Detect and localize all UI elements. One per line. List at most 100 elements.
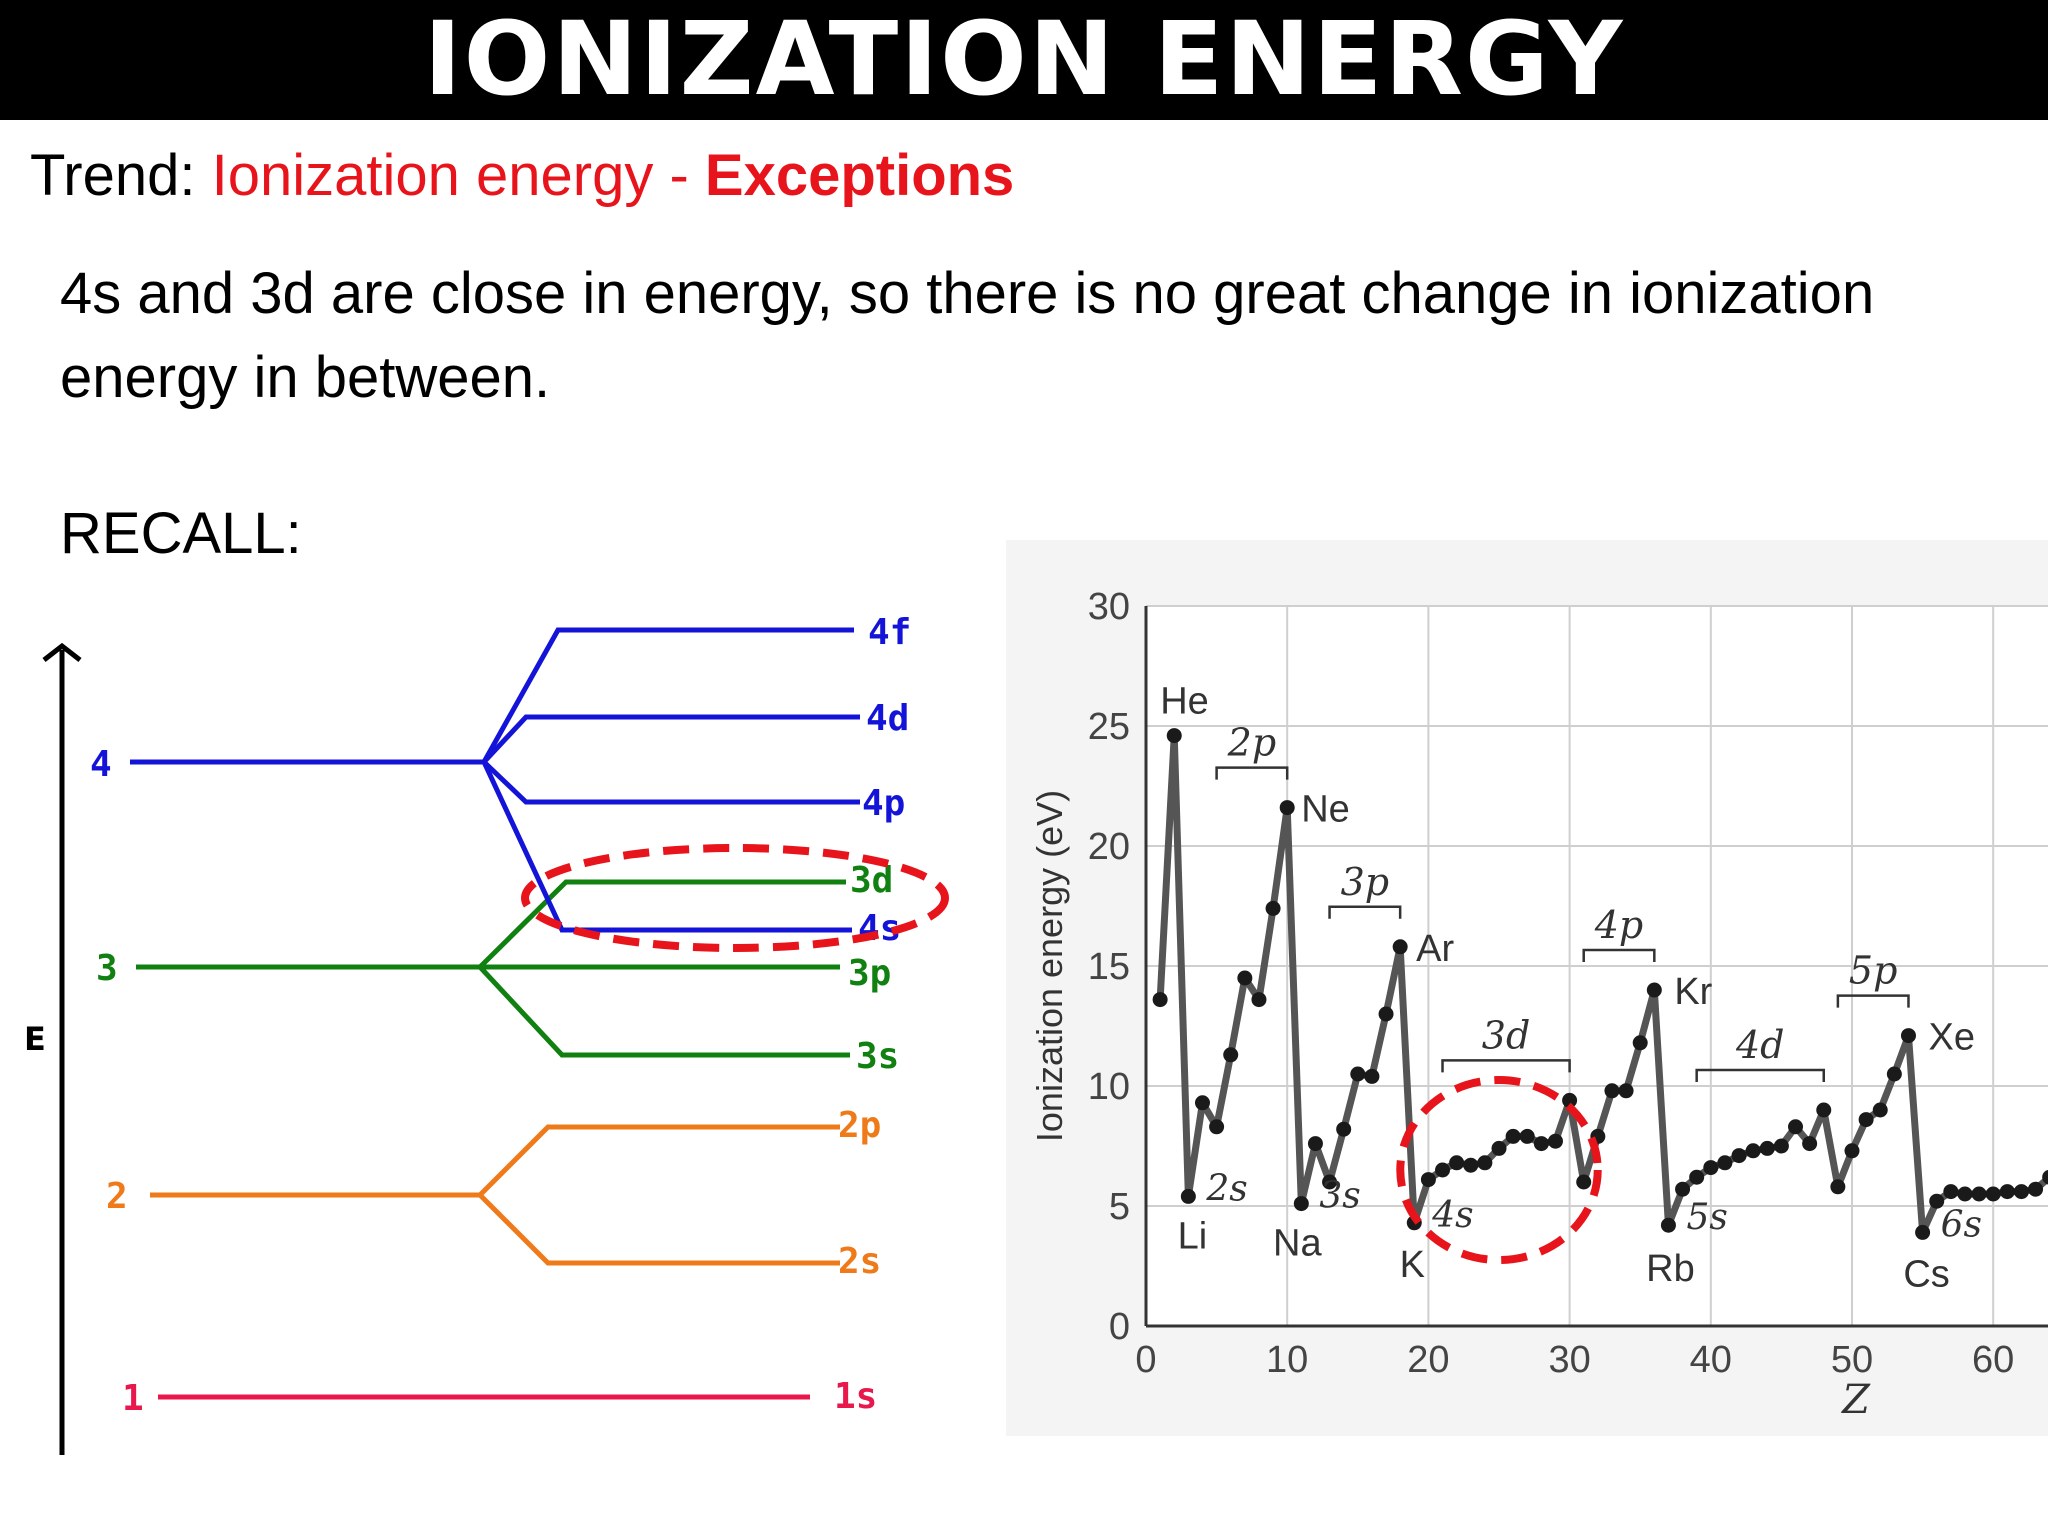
- element-label-li: Li: [1178, 1215, 1208, 1257]
- orbital-2p-label: 2p: [838, 1105, 881, 1146]
- subshell-label-4s: 4s: [1431, 1195, 1473, 1236]
- y-tick-label-0: 0: [1109, 1306, 1130, 1348]
- y-tick-label-20: 20: [1088, 826, 1130, 868]
- data-point-z42: [1731, 1148, 1747, 1164]
- data-point-z11: [1293, 1196, 1309, 1212]
- data-point-z10: [1279, 800, 1295, 816]
- y-tick-label-5: 5: [1109, 1186, 1130, 1228]
- bracket-4p: [1582, 948, 1656, 962]
- data-point-z21: [1435, 1162, 1451, 1178]
- data-point-z14: [1336, 1121, 1352, 1137]
- shell-1-label: 1: [122, 1378, 144, 1419]
- data-point-z5: [1209, 1119, 1225, 1135]
- page-title: IONIZATION ENERGY: [423, 0, 1625, 119]
- data-point-z16: [1364, 1068, 1380, 1084]
- shell-2-label: 2: [106, 1176, 128, 1217]
- data-point-z61: [1999, 1184, 2015, 1200]
- data-point-z31: [1576, 1174, 1592, 1190]
- energy-axis-label: E: [24, 1020, 46, 1058]
- shell-4-label: 4: [90, 744, 112, 785]
- data-point-z62: [2013, 1184, 2029, 1200]
- data-point-z29: [1547, 1133, 1563, 1149]
- chart-highlight: [1396, 1076, 1602, 1264]
- x-tick-label-60: 60: [1972, 1339, 2014, 1381]
- data-point-z41: [1717, 1155, 1733, 1171]
- data-point-z47: [1802, 1136, 1818, 1152]
- subshell-label-3p: 3p: [1341, 860, 1390, 904]
- data-point-z56: [1929, 1193, 1945, 1209]
- highlight-4s-3d: [521, 844, 949, 952]
- element-label-na: Na: [1273, 1223, 1322, 1265]
- data-point-z59: [1971, 1186, 1987, 1202]
- data-point-z26: [1505, 1128, 1521, 1144]
- data-point-z8: [1251, 992, 1267, 1008]
- data-point-z44: [1759, 1140, 1775, 1156]
- y-axis-label: Ionization energy (eV): [1029, 790, 1070, 1142]
- trend-line: Trend: Ionization energy - Exceptions: [30, 142, 1014, 209]
- subshell-label-2p: 2p: [1227, 721, 1277, 765]
- data-point-z36: [1646, 982, 1662, 998]
- chart-axes: [1144, 606, 2048, 1328]
- data-point-z4: [1194, 1095, 1210, 1111]
- y-tick-label-30: 30: [1088, 586, 1130, 628]
- data-point-z18: [1392, 939, 1408, 955]
- data-point-z60: [1985, 1186, 2001, 1202]
- data-point-z45: [1773, 1138, 1789, 1154]
- shell-4: [130, 627, 860, 933]
- data-point-z53: [1886, 1066, 1902, 1082]
- element-label-rb: Rb: [1646, 1248, 1695, 1290]
- y-tick-label-15: 15: [1088, 946, 1130, 988]
- shell-3-label: 3: [96, 948, 118, 989]
- data-point-z13: [1322, 1174, 1338, 1190]
- element-label-ar: Ar: [1416, 928, 1454, 970]
- data-point-z3: [1180, 1188, 1196, 1204]
- subshell-label-6s: 6s: [1941, 1204, 1982, 1245]
- data-point-z25: [1491, 1140, 1507, 1156]
- highlight-3d-region: [1396, 1076, 1602, 1264]
- orbital-4p-label: 4p: [862, 783, 905, 824]
- bracket-3p: [1328, 905, 1402, 919]
- trend-prefix: Trend:: [30, 143, 212, 208]
- subshell-label-3d: 3d: [1482, 1013, 1531, 1057]
- bracket-4d: [1695, 1068, 1826, 1082]
- data-point-z2: [1166, 728, 1182, 744]
- subshell-label-2s: 2s: [1205, 1168, 1247, 1209]
- chart-series: [1152, 728, 2048, 1240]
- data-point-z12: [1307, 1136, 1323, 1152]
- data-point-z64: [2042, 1169, 2048, 1185]
- orbital-2s-label: 2s: [838, 1241, 881, 1282]
- data-point-z39: [1689, 1169, 1705, 1185]
- data-point-z15: [1350, 1066, 1366, 1082]
- data-point-z50: [1844, 1143, 1860, 1159]
- x-axis-label: Z: [1840, 1377, 1871, 1423]
- orbital-4f-label: 4f: [868, 612, 911, 653]
- subshell-label-5s: 5s: [1686, 1197, 1727, 1238]
- bracket-3d: [1441, 1059, 1571, 1073]
- data-point-z40: [1703, 1160, 1719, 1176]
- subshell-label-4p: 4p: [1594, 903, 1644, 947]
- series-line: [1156, 732, 2048, 1236]
- data-point-z37: [1660, 1217, 1676, 1233]
- data-point-z1: [1152, 992, 1168, 1008]
- data-point-z43: [1745, 1143, 1761, 1159]
- element-label-k: K: [1400, 1244, 1425, 1286]
- shell-2: [150, 1124, 840, 1266]
- orbital-4d-label: 4d: [866, 698, 909, 739]
- recall-label: RECALL:: [60, 501, 302, 566]
- energy-level-diagram: E 1 1s 2 2p 2s 3 3d 3p 3s 4 4f 4d 4p 4s: [24, 612, 949, 1455]
- data-point-z23: [1463, 1157, 1479, 1173]
- bracket-5p: [1836, 994, 1910, 1008]
- data-point-z9: [1265, 900, 1281, 916]
- data-point-z6: [1223, 1047, 1239, 1063]
- x-tick-label-10: 10: [1266, 1339, 1308, 1381]
- trend-emphasis: Exceptions: [704, 143, 1015, 208]
- data-point-z51: [1858, 1112, 1874, 1128]
- data-point-z33: [1604, 1083, 1620, 1099]
- element-label-he: He: [1160, 681, 1209, 723]
- element-label-cs: Cs: [1903, 1253, 1949, 1295]
- data-point-z28: [1533, 1136, 1549, 1152]
- orbital-3s-label: 3s: [856, 1036, 899, 1077]
- subshell-label-3s: 3s: [1319, 1176, 1360, 1217]
- chart-subshell-brackets: 2p 3p 3d 4p 4d 5p: [1215, 721, 1910, 1082]
- x-tick-label-20: 20: [1407, 1339, 1449, 1381]
